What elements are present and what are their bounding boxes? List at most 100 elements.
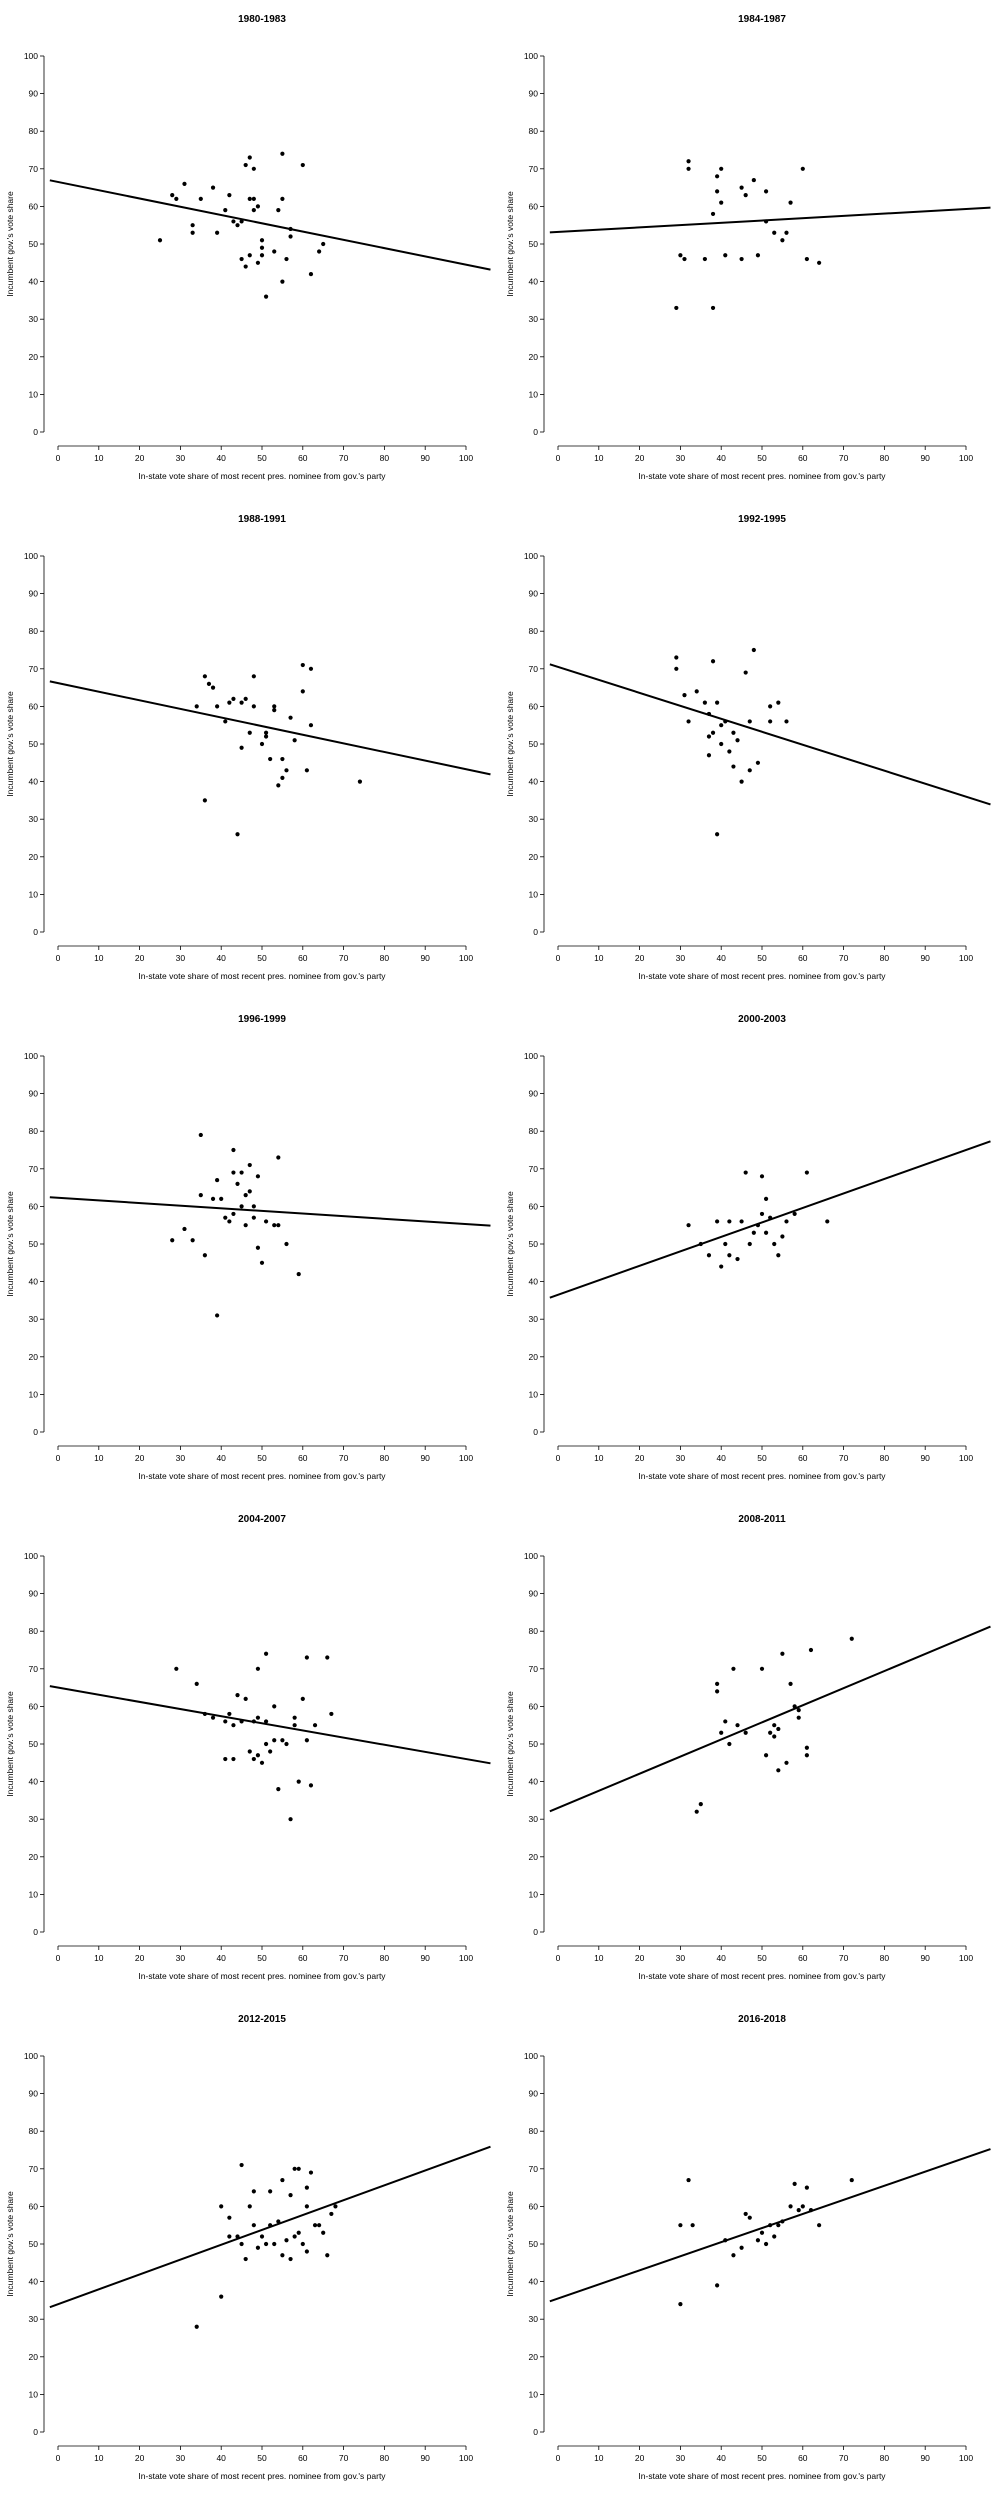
data-point <box>727 1253 732 1258</box>
data-point <box>223 1719 228 1724</box>
x-tick-label: 10 <box>594 1953 604 1963</box>
data-point <box>304 768 309 773</box>
y-tick-label: 100 <box>524 1051 538 1061</box>
data-point <box>235 2234 240 2239</box>
data-point <box>710 211 716 217</box>
data-point <box>247 1189 252 1194</box>
y-tick-label: 10 <box>29 1889 39 1899</box>
x-tick-label: 10 <box>594 953 604 963</box>
data-point <box>357 779 363 784</box>
data-point <box>763 189 769 194</box>
y-tick-label: 70 <box>29 2164 39 2174</box>
y-axis-label: Incumbent gov.'s vote share <box>5 191 15 297</box>
data-point <box>698 1802 703 1807</box>
scatter-panel: 1984-19870102030405060708090100Incumbent… <box>505 14 991 481</box>
y-tick-label: 70 <box>529 664 539 674</box>
data-point <box>780 1651 785 1656</box>
data-point <box>280 775 285 780</box>
y-tick-label: 80 <box>529 1126 539 1136</box>
x-tick-label: 50 <box>257 453 267 463</box>
y-tick-label: 30 <box>529 2314 539 2324</box>
data-point <box>170 1238 175 1243</box>
data-point <box>312 1723 318 1728</box>
y-tick-label: 100 <box>24 51 38 61</box>
x-tick-label: 40 <box>716 953 726 963</box>
data-point <box>255 1666 261 1671</box>
data-point <box>263 734 269 739</box>
x-tick-label: 30 <box>176 2453 186 2463</box>
panel-title: 2016-2018 <box>738 2014 786 2025</box>
y-tick-label: 50 <box>29 2239 39 2249</box>
y-tick-label: 50 <box>29 739 39 749</box>
data-point <box>300 2241 305 2247</box>
y-tick-label: 80 <box>529 626 539 636</box>
x-tick-label: 90 <box>920 1953 930 1963</box>
data-point <box>678 2223 683 2228</box>
data-point <box>280 196 285 201</box>
data-point <box>686 159 691 164</box>
data-point <box>235 223 240 228</box>
data-point <box>686 1223 691 1228</box>
y-tick-label: 40 <box>29 777 39 787</box>
data-point <box>276 208 281 213</box>
data-point <box>723 2238 728 2243</box>
data-point <box>288 1817 293 1822</box>
data-point <box>194 1681 199 1686</box>
x-tick-label: 0 <box>56 1453 61 1463</box>
y-tick-label: 80 <box>29 1126 39 1136</box>
data-point <box>223 1215 228 1220</box>
data-point <box>780 238 785 243</box>
data-point <box>190 230 195 235</box>
y-tick-label: 10 <box>29 2389 39 2399</box>
x-tick-label: 50 <box>757 2453 767 2463</box>
data-point <box>202 798 207 803</box>
data-point <box>329 1711 334 1717</box>
data-point <box>796 1708 801 1713</box>
x-tick-label: 30 <box>176 1953 186 1963</box>
data-point <box>751 177 756 183</box>
data-point <box>715 1219 720 1224</box>
data-point <box>174 196 179 201</box>
data-point <box>202 674 207 679</box>
y-tick-label: 70 <box>529 1164 539 1174</box>
x-tick-label: 50 <box>757 453 767 463</box>
x-axis-label: In-state vote share of most recent pres.… <box>138 1471 386 1481</box>
data-point <box>772 230 777 235</box>
x-tick-label: 30 <box>176 953 186 963</box>
data-point <box>739 2245 744 2250</box>
data-point <box>280 2177 285 2183</box>
data-point <box>239 745 244 750</box>
data-point <box>292 2234 297 2239</box>
data-point <box>735 738 740 743</box>
data-point <box>268 2223 273 2228</box>
y-tick-label: 90 <box>29 1589 39 1599</box>
data-point <box>276 783 281 788</box>
y-tick-label: 20 <box>29 852 39 862</box>
data-point <box>702 700 707 705</box>
data-point <box>300 689 305 694</box>
panel-title: 1980-1983 <box>238 14 286 25</box>
x-tick-label: 70 <box>839 1953 849 1963</box>
panel-title: 2004-2007 <box>238 1514 286 1525</box>
scatter-panel: 1988-19910102030405060708090100Incumbent… <box>5 514 491 981</box>
data-point <box>825 1219 830 1224</box>
y-axis-label: Incumbent gov.'s vote share <box>5 1691 15 1797</box>
data-point <box>763 1753 769 1758</box>
x-tick-label: 60 <box>798 1953 808 1963</box>
data-point <box>243 696 248 701</box>
data-point <box>321 241 326 247</box>
data-point <box>219 2204 224 2209</box>
y-tick-label: 30 <box>529 1814 539 1824</box>
data-point <box>719 166 724 171</box>
data-point <box>231 1723 236 1728</box>
x-axis-label: In-state vote share of most recent pres.… <box>638 971 886 981</box>
y-tick-label: 90 <box>529 1089 539 1099</box>
y-tick-label: 0 <box>533 1427 538 1437</box>
data-point <box>715 700 720 705</box>
data-point <box>268 756 273 762</box>
data-point <box>284 1741 289 1747</box>
data-point <box>743 1170 748 1175</box>
data-point <box>694 689 699 694</box>
data-point <box>759 1211 765 1217</box>
